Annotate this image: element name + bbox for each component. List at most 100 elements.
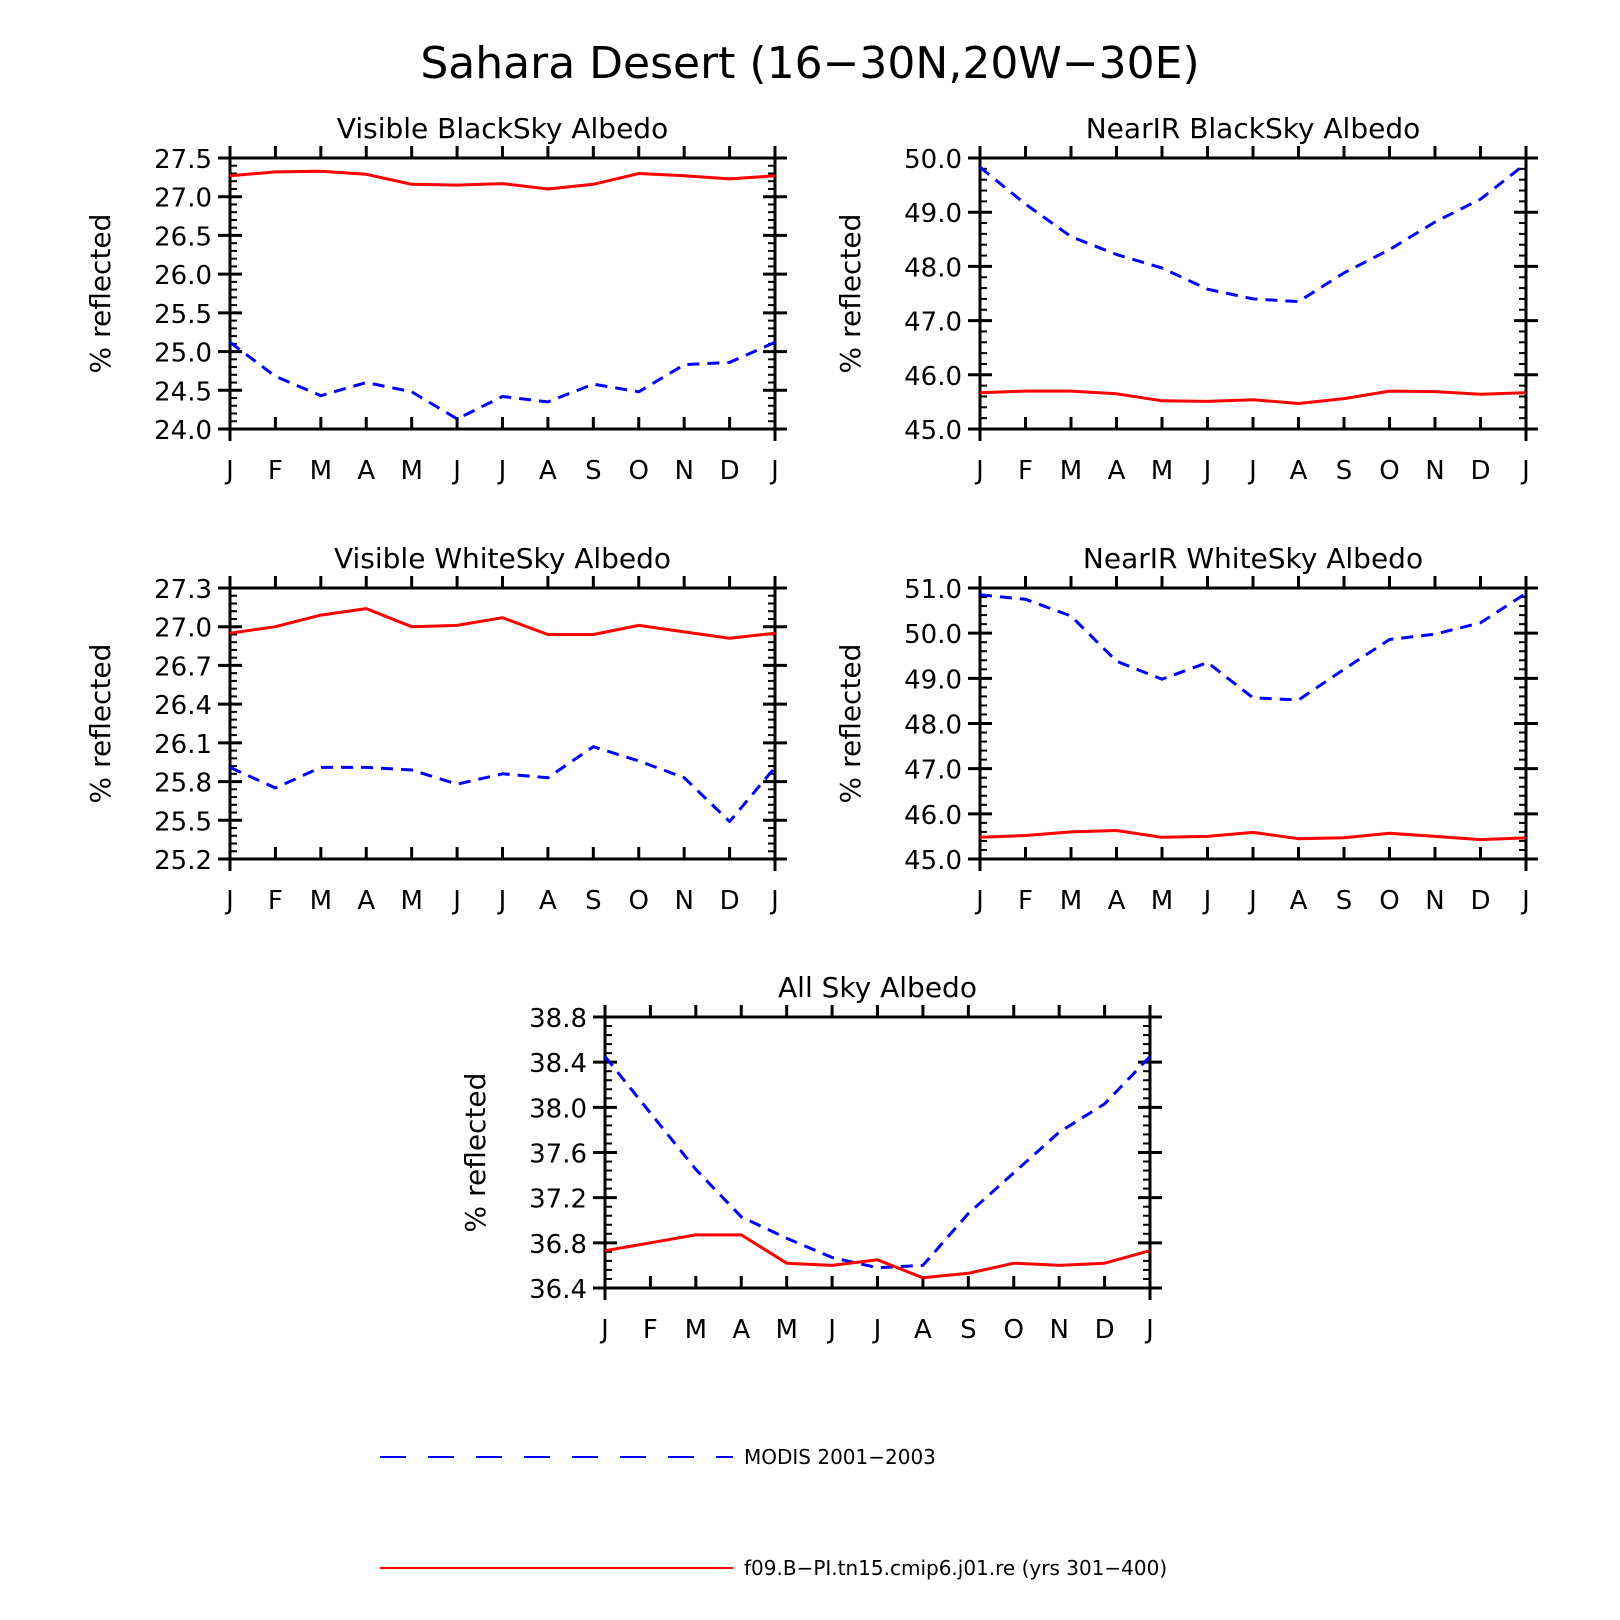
y-tick-label: 26.1 bbox=[154, 730, 212, 760]
legend-label-model: f09.B−PI.tn15.cmip6.j01.re (yrs 301−400) bbox=[744, 1556, 1167, 1580]
x-tick-label: M bbox=[1060, 886, 1082, 916]
x-tick-label: J bbox=[599, 1315, 609, 1345]
x-tick-label: A bbox=[357, 456, 375, 486]
x-tick-label: D bbox=[1095, 1315, 1115, 1345]
y-tick-label: 36.4 bbox=[529, 1275, 587, 1305]
x-tick-label: J bbox=[224, 456, 234, 486]
x-tick-label: J bbox=[769, 886, 779, 916]
x-tick-label: M bbox=[400, 456, 422, 486]
panel-1: J F M A M J J A S O N D J24.024.525.025.526.026.527.… bbox=[84, 112, 787, 486]
legend: MODIS 2001−2003 f09.B−PI.tn15.cmip6.j01.… bbox=[380, 1445, 1167, 1580]
x-tick-label: S bbox=[1336, 456, 1353, 486]
x-tick-label: J bbox=[769, 456, 779, 486]
x-tick-label: F bbox=[268, 456, 283, 486]
y-tick-label: 36.8 bbox=[529, 1230, 587, 1260]
figure-title: Sahara Desert (16−30N,20W−30E) bbox=[420, 38, 1199, 89]
x-tick-label: A bbox=[1290, 886, 1308, 916]
y-tick-label: 25.8 bbox=[154, 769, 212, 799]
y-tick-label: 48.0 bbox=[904, 253, 962, 283]
plot-frame bbox=[603, 1015, 1152, 1290]
x-tick-label: A bbox=[914, 1315, 932, 1345]
y-tick-label: 25.2 bbox=[154, 846, 212, 876]
y-tick-label: 26.4 bbox=[154, 691, 212, 721]
x-tick-label: A bbox=[1108, 456, 1126, 486]
y-axis-label: % reflected bbox=[834, 214, 867, 374]
x-tick-label: M bbox=[775, 1315, 797, 1345]
y-tick-label: 24.5 bbox=[154, 377, 212, 407]
panels: J F M A M J J A S O N D J24.024.525.025.526.026.527.… bbox=[84, 112, 1538, 1345]
series-line-model bbox=[979, 389, 1527, 405]
series-line-model bbox=[229, 607, 776, 640]
x-tick-label: A bbox=[539, 456, 557, 486]
panel-2: J F M A M J J A S O N D J45.046.047.048.049.050.0Nea… bbox=[834, 112, 1538, 486]
x-tick-label: N bbox=[1425, 886, 1444, 916]
y-tick-label: 46.0 bbox=[904, 801, 962, 831]
legend-label-modis: MODIS 2001−2003 bbox=[744, 1445, 936, 1469]
series-line-model bbox=[604, 1233, 1151, 1280]
y-tick-label: 27.5 bbox=[154, 145, 212, 175]
plot-frame bbox=[228, 156, 777, 431]
y-tick-label: 25.5 bbox=[154, 300, 212, 330]
x-tick-label: J bbox=[451, 886, 461, 916]
y-tick-label: 51.0 bbox=[904, 575, 962, 605]
x-tick-label: D bbox=[1470, 456, 1490, 486]
series-line-model bbox=[229, 169, 776, 191]
x-tick-label: O bbox=[629, 456, 649, 486]
y-tick-label: 37.6 bbox=[529, 1140, 587, 1170]
x-tick-label: N bbox=[1425, 456, 1444, 486]
y-tick-label: 46.0 bbox=[904, 362, 962, 392]
y-tick-label: 26.5 bbox=[154, 222, 212, 252]
y-tick-label: 38.4 bbox=[529, 1049, 587, 1079]
x-tick-label: S bbox=[585, 886, 602, 916]
series-line-modis bbox=[603, 1055, 1152, 1270]
panel-3: J F M A M J J A S O N D J25.225.525.826.126.426.727.… bbox=[84, 542, 787, 916]
x-tick-label: J bbox=[1202, 886, 1212, 916]
x-tick-label: M bbox=[1151, 456, 1173, 486]
x-tick-label: S bbox=[960, 1315, 977, 1345]
x-tick-label: D bbox=[720, 886, 740, 916]
x-tick-label: O bbox=[1004, 1315, 1024, 1345]
x-tick-label: F bbox=[643, 1315, 658, 1345]
y-tick-label: 50.0 bbox=[904, 620, 962, 650]
x-tick-label: S bbox=[585, 456, 602, 486]
plot-frame bbox=[978, 156, 1528, 431]
y-tick-label: 27.3 bbox=[154, 575, 212, 605]
x-tick-label: J bbox=[826, 1315, 836, 1345]
x-tick-label: M bbox=[1151, 886, 1173, 916]
x-tick-label: A bbox=[732, 1315, 750, 1345]
x-tick-label: J bbox=[872, 1315, 882, 1345]
x-tick-label: J bbox=[1202, 456, 1212, 486]
x-tick-label: O bbox=[1379, 456, 1399, 486]
x-tick-label: A bbox=[1108, 886, 1126, 916]
y-tick-label: 47.0 bbox=[904, 756, 962, 786]
y-tick-label: 47.0 bbox=[904, 308, 962, 338]
y-axis-label: % reflected bbox=[84, 214, 117, 374]
y-axis-label: % reflected bbox=[834, 644, 867, 804]
y-tick-label: 50.0 bbox=[904, 145, 962, 175]
x-tick-label: J bbox=[1247, 886, 1257, 916]
x-tick-label: D bbox=[1470, 886, 1490, 916]
x-tick-label: A bbox=[1290, 456, 1308, 486]
series-line-modis bbox=[979, 162, 1527, 304]
y-tick-label: 27.0 bbox=[154, 184, 212, 214]
x-tick-label: M bbox=[685, 1315, 707, 1345]
x-tick-label: J bbox=[1247, 456, 1257, 486]
y-tick-label: 45.0 bbox=[904, 416, 962, 446]
panel-title: NearIR WhiteSky Albedo bbox=[1083, 542, 1423, 575]
x-tick-label: M bbox=[400, 886, 422, 916]
x-tick-label: M bbox=[1060, 456, 1082, 486]
panel-4: J F M A M J J A S O N D J45.046.047.048.049.050.051.… bbox=[834, 542, 1538, 916]
series-line-modis bbox=[229, 745, 777, 824]
x-tick-label: O bbox=[1379, 886, 1399, 916]
panel-5: J F M A M J J A S O N D J36.436.837.237.638.038.438.… bbox=[459, 971, 1162, 1345]
x-tick-label: M bbox=[310, 886, 332, 916]
y-tick-label: 48.0 bbox=[904, 711, 962, 741]
x-tick-label: D bbox=[720, 456, 740, 486]
x-tick-label: A bbox=[539, 886, 557, 916]
y-axis-label: % reflected bbox=[84, 644, 117, 804]
panel-title: Visible WhiteSky Albedo bbox=[334, 542, 671, 575]
x-tick-label: J bbox=[497, 456, 507, 486]
x-tick-label: O bbox=[629, 886, 649, 916]
y-axis-label: % reflected bbox=[459, 1073, 492, 1233]
